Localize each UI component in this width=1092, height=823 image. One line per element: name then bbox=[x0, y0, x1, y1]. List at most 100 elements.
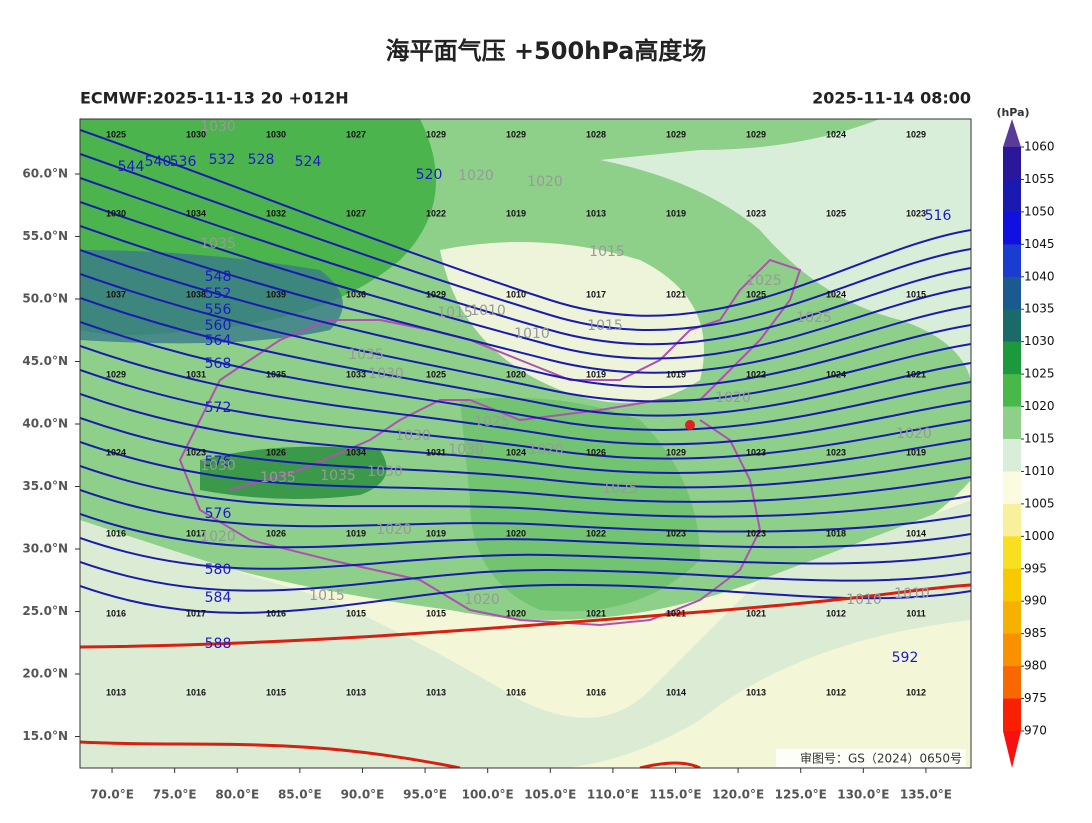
colorbar-label: 1040 bbox=[1024, 269, 1055, 283]
station-pressure: 1030 bbox=[106, 208, 126, 218]
y-tick-label: 35.0°N bbox=[22, 479, 68, 493]
colorbar-label: 990 bbox=[1024, 594, 1047, 608]
station-pressure: 1023 bbox=[826, 447, 846, 457]
pressure-label: 1035 bbox=[200, 236, 236, 252]
station-pressure: 1019 bbox=[506, 208, 526, 218]
pressure-label: 1015 bbox=[437, 305, 473, 321]
colorbar-label: 975 bbox=[1024, 691, 1047, 705]
pressure-label: 1025 bbox=[796, 310, 832, 326]
height-label: 528 bbox=[248, 152, 275, 168]
station-pressure: 1016 bbox=[106, 608, 126, 618]
colorbar-bottom bbox=[1003, 731, 1021, 768]
station-pressure: 1039 bbox=[266, 289, 286, 299]
pressure-label: 1035 bbox=[348, 347, 384, 363]
colorbar-band bbox=[1003, 439, 1021, 472]
contour-line bbox=[80, 489, 971, 533]
station-pressure: 1032 bbox=[266, 208, 286, 218]
station-pressure: 1033 bbox=[346, 369, 366, 379]
station-pressure: 1030 bbox=[186, 129, 206, 139]
station-pressure: 1029 bbox=[506, 129, 526, 139]
colorbar-label: 1050 bbox=[1024, 204, 1055, 218]
station-pressure: 1020 bbox=[506, 369, 526, 379]
station-pressure: 1011 bbox=[906, 608, 926, 618]
height-label: 564 bbox=[205, 333, 232, 349]
low-area bbox=[440, 242, 704, 403]
height-label: 576 bbox=[205, 454, 232, 470]
station-pressure: 1013 bbox=[586, 208, 606, 218]
pressure-label: 1030 bbox=[395, 428, 431, 444]
colorbar-band bbox=[1003, 536, 1021, 570]
colorbar-label: 1035 bbox=[1024, 302, 1055, 316]
station-pressure: 1021 bbox=[586, 608, 606, 618]
station-pressure: 1018 bbox=[826, 528, 846, 538]
colorbar-band bbox=[1003, 211, 1021, 245]
station-pressure: 1022 bbox=[746, 369, 766, 379]
station-pressure: 1028 bbox=[586, 129, 606, 139]
contour-line bbox=[80, 369, 971, 460]
height-label: 544 bbox=[118, 159, 145, 175]
colorbar-band bbox=[1003, 666, 1021, 700]
colorbar-unit: (hPa) bbox=[996, 106, 1029, 119]
y-tick-label: 20.0°N bbox=[22, 667, 68, 681]
colorbar-band bbox=[1003, 698, 1021, 732]
map-area bbox=[80, 119, 971, 768]
station-pressure: 1029 bbox=[426, 129, 446, 139]
station-pressure: 1025 bbox=[826, 208, 846, 218]
pressure-label: 1030 bbox=[200, 458, 236, 474]
colorbar-label: 970 bbox=[1024, 724, 1047, 738]
colorbar-band bbox=[1003, 601, 1021, 635]
x-tick-label: 115.0°E bbox=[649, 788, 701, 802]
pressure-label: 1020 bbox=[528, 442, 564, 458]
pressure-label: 1035 bbox=[320, 468, 356, 484]
contour-line bbox=[80, 225, 971, 374]
station-pressure: 1012 bbox=[826, 608, 846, 618]
station-pressure: 1022 bbox=[586, 528, 606, 538]
height-contours bbox=[80, 129, 971, 614]
station-pressure: 1019 bbox=[586, 369, 606, 379]
station-pressure: 1023 bbox=[746, 447, 766, 457]
height-label: 524 bbox=[295, 154, 322, 170]
station-pressure: 1024 bbox=[826, 369, 846, 379]
colorbar-label: 1025 bbox=[1024, 367, 1055, 381]
station-pressure: 1029 bbox=[426, 289, 446, 299]
y-tick-label: 45.0°N bbox=[22, 354, 68, 368]
x-tick-label: 135.0°E bbox=[900, 788, 952, 802]
station-pressure: 1034 bbox=[346, 447, 366, 457]
height-label: 568 bbox=[205, 356, 232, 372]
x-tick-label: 125.0°E bbox=[775, 788, 827, 802]
colorbar-label: 1005 bbox=[1024, 496, 1055, 510]
station-pressure: 1026 bbox=[266, 528, 286, 538]
y-tick-label: 60.0°N bbox=[22, 167, 68, 181]
station-pressure: 1031 bbox=[186, 369, 206, 379]
height-label: 592 bbox=[892, 650, 919, 666]
contour-line bbox=[80, 393, 971, 474]
contour-line bbox=[80, 177, 971, 346]
contour-588 bbox=[80, 583, 971, 649]
station-pressure: 1019 bbox=[906, 447, 926, 457]
station-pressure: 1029 bbox=[746, 129, 766, 139]
station-pressure: 1013 bbox=[746, 687, 766, 697]
colorbar-label: 1015 bbox=[1024, 432, 1055, 446]
colorbar-band bbox=[1003, 471, 1021, 505]
colorbar-band bbox=[1003, 406, 1021, 440]
height-label: 572 bbox=[205, 400, 232, 416]
pressure-label: 1035 bbox=[260, 470, 296, 486]
station-pressure: 1022 bbox=[426, 208, 446, 218]
pressure-label: 1020 bbox=[376, 522, 412, 538]
map-frame bbox=[79, 118, 972, 769]
station-pressure: 1038 bbox=[186, 289, 206, 299]
station-pressure: 1026 bbox=[586, 447, 606, 457]
station-pressure: 1015 bbox=[426, 608, 446, 618]
colorbar-band bbox=[1003, 568, 1021, 602]
pressure-label: 1010 bbox=[846, 592, 882, 608]
height-label: 560 bbox=[205, 318, 232, 334]
station-pressure: 1019 bbox=[346, 528, 366, 538]
station-pressure: 1029 bbox=[666, 447, 686, 457]
station-pressure: 1026 bbox=[266, 447, 286, 457]
height-label: 588 bbox=[205, 636, 232, 652]
station-pressure: 1034 bbox=[186, 208, 206, 218]
station-pressure: 1014 bbox=[666, 687, 686, 697]
height-label: 552 bbox=[205, 286, 232, 302]
contour-line bbox=[80, 537, 971, 570]
